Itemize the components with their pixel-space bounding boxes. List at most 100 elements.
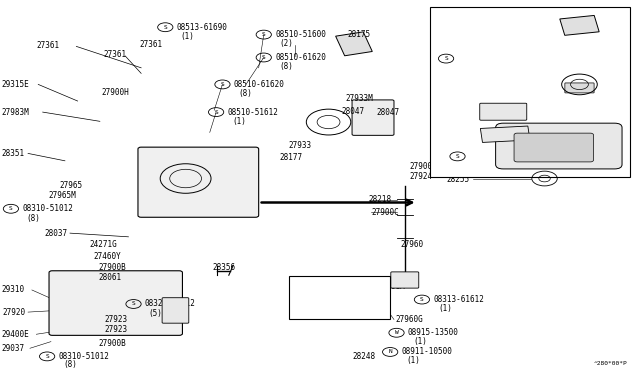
Text: 08310-51012: 08310-51012 (22, 204, 73, 213)
Text: S: S (214, 110, 218, 115)
Text: S: S (456, 154, 460, 159)
Text: (5): (5) (148, 309, 163, 318)
Text: S: S (163, 25, 167, 30)
FancyBboxPatch shape (49, 271, 182, 335)
Text: 27361: 27361 (36, 41, 60, 50)
Text: 27923: 27923 (104, 315, 127, 324)
FancyBboxPatch shape (495, 123, 622, 169)
Text: 08510-51600: 08510-51600 (275, 30, 326, 39)
Text: 08915-13500: 08915-13500 (408, 328, 459, 337)
Text: 27924: 27924 (409, 172, 433, 181)
Text: S: S (262, 55, 266, 60)
Text: HB: HB (312, 282, 324, 292)
Text: 27900B: 27900B (98, 339, 125, 348)
Text: 08510-51612: 08510-51612 (228, 108, 278, 116)
Text: (2): (2) (280, 39, 294, 48)
Text: 27983M: 27983M (1, 108, 29, 116)
Text: 28047P: 28047P (526, 166, 554, 175)
Text: 27965: 27965 (60, 181, 83, 190)
Text: 28047: 28047 (376, 108, 399, 116)
FancyBboxPatch shape (289, 276, 390, 320)
Text: 08513-61690: 08513-61690 (177, 23, 228, 32)
Text: 08310-51012: 08310-51012 (59, 352, 109, 361)
Text: 08510-61620: 08510-61620 (234, 80, 285, 89)
Text: N: N (388, 349, 392, 355)
Text: 28175: 28175 (607, 21, 630, 30)
FancyBboxPatch shape (514, 133, 593, 162)
Text: (2): (2) (463, 63, 476, 72)
FancyBboxPatch shape (565, 83, 594, 93)
Text: 08510-61620: 08510-61620 (275, 53, 326, 62)
Text: 08320-40812: 08320-40812 (145, 299, 196, 308)
Text: ^280*00*P: ^280*00*P (593, 361, 627, 366)
Text: 28255: 28255 (446, 175, 469, 184)
Text: 27460Y: 27460Y (93, 251, 121, 260)
Text: 27920: 27920 (3, 308, 26, 317)
Text: 27961A-: 27961A- (328, 302, 361, 311)
Text: 28047: 28047 (604, 87, 627, 96)
Text: S: S (444, 56, 448, 61)
Text: 27933: 27933 (289, 141, 312, 150)
Text: 27933M: 27933M (604, 75, 632, 84)
FancyBboxPatch shape (162, 298, 189, 323)
Text: W: W (395, 330, 398, 335)
Text: 08313-61612: 08313-61612 (433, 295, 484, 304)
FancyBboxPatch shape (480, 103, 527, 120)
Text: 27900H: 27900H (102, 89, 129, 97)
Text: 27361: 27361 (140, 41, 163, 49)
Text: (8): (8) (63, 360, 77, 369)
Text: 29310: 29310 (1, 285, 24, 295)
Text: S: S (221, 82, 225, 87)
Text: (1): (1) (413, 337, 427, 346)
Text: (8): (8) (238, 89, 252, 98)
Text: DP:C.SGL: DP:C.SGL (436, 13, 477, 23)
Text: S: S (420, 297, 424, 302)
Text: 28177: 28177 (280, 153, 303, 161)
Text: (1): (1) (232, 117, 246, 126)
Text: 29037: 29037 (1, 344, 24, 353)
Text: 27960: 27960 (401, 240, 424, 250)
Text: 27960G: 27960G (396, 315, 423, 324)
Text: (1): (1) (438, 304, 452, 313)
Polygon shape (481, 126, 530, 142)
Text: 28061: 28061 (98, 273, 121, 282)
Text: S: S (45, 354, 49, 359)
Text: 27900F: 27900F (409, 162, 437, 171)
Text: 08510-51600: 08510-51600 (458, 54, 508, 63)
Text: (8): (8) (280, 62, 294, 71)
Text: 27933M: 27933M (346, 94, 374, 103)
Text: 79918: 79918 (446, 108, 469, 116)
Text: S: S (132, 301, 136, 307)
FancyBboxPatch shape (352, 100, 394, 135)
Text: 28175: 28175 (348, 30, 371, 39)
Text: 28356: 28356 (212, 263, 236, 272)
Text: 08911-10500: 08911-10500 (402, 347, 452, 356)
Text: 27961A: 27961A (378, 282, 405, 291)
FancyBboxPatch shape (138, 147, 259, 217)
Text: 29400E: 29400E (1, 330, 29, 339)
Text: 27361: 27361 (103, 50, 126, 60)
Text: S: S (9, 206, 13, 211)
Text: (8): (8) (27, 214, 41, 223)
Text: 27933N: 27933N (446, 129, 474, 138)
Polygon shape (335, 32, 372, 56)
Text: 27965M: 27965M (49, 190, 76, 200)
Text: 24271G: 24271G (89, 240, 117, 249)
Text: S: S (262, 32, 266, 37)
FancyBboxPatch shape (430, 7, 630, 177)
Polygon shape (560, 15, 599, 35)
Text: 28351: 28351 (1, 149, 24, 158)
Text: 29315E: 29315E (1, 80, 29, 89)
Text: (1): (1) (406, 356, 420, 365)
Text: 28037: 28037 (45, 229, 68, 238)
Text: 27923: 27923 (104, 326, 127, 334)
FancyBboxPatch shape (391, 272, 419, 288)
Text: 28218: 28218 (369, 195, 392, 205)
Text: (1): (1) (180, 32, 195, 41)
Text: 28047: 28047 (341, 107, 364, 116)
Text: 27900B: 27900B (98, 263, 125, 272)
Text: (2): (2) (475, 160, 488, 169)
Text: 27900C: 27900C (371, 208, 399, 217)
Text: 08510-41242: 08510-41242 (469, 152, 520, 161)
Text: 28248: 28248 (352, 352, 375, 361)
